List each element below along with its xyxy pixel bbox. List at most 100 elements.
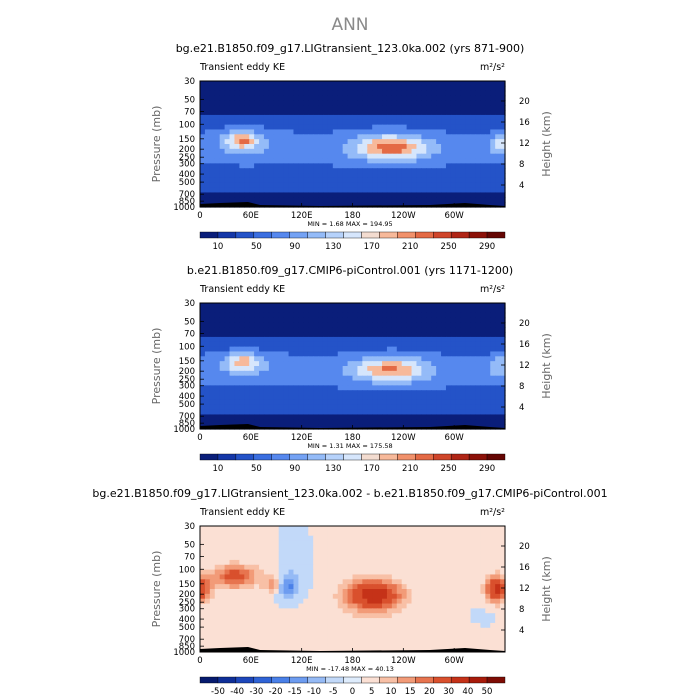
- heatmap-cell: [244, 197, 250, 203]
- heatmap-cell: [278, 613, 285, 619]
- heatmap-cell: [298, 593, 304, 600]
- heatmap-cell: [411, 148, 418, 155]
- heatmap-cell: [313, 356, 319, 362]
- heatmap-cell: [495, 336, 501, 343]
- heatmap-cell: [308, 632, 314, 639]
- heatmap-cell: [500, 163, 506, 169]
- heatmap-cell: [342, 139, 349, 145]
- heatmap-cell: [377, 603, 383, 609]
- heatmap-cell: [342, 322, 349, 328]
- heatmap-cell: [293, 564, 299, 571]
- heatmap-cell: [490, 632, 496, 639]
- heatmap-cell: [500, 336, 506, 343]
- heatmap-cell: [204, 642, 211, 648]
- heatmap-cell: [480, 564, 486, 571]
- heatmap-cell: [332, 90, 339, 97]
- heatmap-cell: [342, 526, 349, 532]
- heatmap-cell: [278, 632, 285, 639]
- heatmap-cell: [298, 336, 304, 343]
- heatmap-cell: [485, 569, 491, 576]
- heatmap-cell: [263, 390, 270, 396]
- heatmap-cell: [382, 182, 388, 189]
- heatmap-cell: [298, 307, 304, 314]
- heatmap-cell: [283, 85, 290, 92]
- heatmap-cell: [214, 608, 221, 614]
- heatmap-cell: [490, 81, 496, 87]
- heatmap-cell: [244, 153, 250, 160]
- heatmap-cell: [460, 163, 467, 169]
- heatmap-cell: [229, 187, 236, 194]
- heatmap-cell: [259, 327, 265, 333]
- heatmap-cell: [500, 105, 506, 111]
- heatmap-cell: [411, 380, 418, 386]
- heatmap-cell: [200, 327, 206, 333]
- heatmap-cell: [465, 163, 472, 169]
- heatmap-cell: [500, 182, 506, 189]
- heatmap-cell: [234, 574, 240, 580]
- heatmap-cell: [283, 632, 290, 639]
- heatmap-cell: [229, 608, 236, 614]
- heatmap-cell: [288, 608, 295, 614]
- heatmap-cell: [382, 105, 388, 111]
- heatmap-cell: [268, 187, 275, 194]
- heatmap-cell: [298, 559, 304, 566]
- heatmap-cell: [470, 608, 477, 614]
- heatmap-cell: [308, 559, 314, 566]
- heatmap-cell: [224, 341, 231, 348]
- heatmap-cell: [342, 380, 349, 386]
- heatmap-cell: [411, 647, 418, 653]
- heatmap-cell: [436, 603, 442, 609]
- heatmap-cell: [386, 579, 393, 585]
- heatmap-cell: [421, 163, 427, 169]
- heatmap-cell: [480, 380, 486, 386]
- heatmap-cell: [332, 351, 339, 357]
- heatmap-cell: [411, 356, 418, 362]
- heatmap-cell: [426, 574, 432, 580]
- heatmap-cell: [259, 361, 265, 367]
- heatmap-cell: [367, 613, 373, 619]
- heatmap-cell: [495, 419, 501, 425]
- heatmap-cell: [495, 535, 501, 542]
- heatmap-cell: [288, 85, 295, 92]
- heatmap-cell: [391, 526, 398, 532]
- heatmap-cell: [308, 163, 314, 169]
- heatmap-cell: [475, 608, 481, 614]
- heatmap-cell: [337, 182, 344, 189]
- heatmap-cell: [278, 158, 285, 164]
- heatmap-cell: [485, 303, 491, 309]
- heatmap-cell: [352, 95, 359, 101]
- heatmap-cell: [318, 526, 324, 532]
- heatmap-cell: [337, 545, 344, 551]
- heatmap-cell: [426, 177, 432, 184]
- heatmap-cell: [298, 177, 304, 184]
- heatmap-cell: [254, 545, 260, 551]
- heatmap-cell: [234, 168, 240, 174]
- heatmap-cell: [249, 390, 255, 396]
- colorbar-swatch: [468, 231, 488, 239]
- heatmap-cell: [332, 545, 339, 551]
- heatmap-cell: [421, 81, 427, 87]
- colorbar-swatch: [433, 231, 452, 239]
- heatmap-cell: [436, 574, 442, 580]
- heatmap-cell: [278, 307, 285, 314]
- y-right-tick-label: 16: [519, 340, 530, 350]
- heatmap-cell: [288, 100, 295, 106]
- heatmap-cell: [406, 182, 413, 189]
- heatmap-cell: [421, 153, 427, 160]
- heatmap-cell: [416, 168, 422, 174]
- heatmap-cell: [229, 182, 236, 189]
- heatmap-cell: [460, 589, 467, 595]
- heatmap-cell: [500, 312, 506, 319]
- heatmap-cell: [406, 192, 413, 198]
- heatmap-cell: [401, 361, 408, 367]
- heatmap-cell: [465, 105, 472, 111]
- heatmap-cell: [219, 81, 226, 87]
- heatmap-cell: [308, 197, 314, 203]
- heatmap-cell: [249, 550, 255, 556]
- heatmap-cell: [288, 530, 295, 537]
- heatmap-cell: [500, 85, 506, 92]
- heatmap-cell: [485, 642, 491, 648]
- heatmap-cell: [303, 535, 309, 542]
- heatmap-cell: [362, 303, 368, 309]
- heatmap-cell: [495, 550, 501, 556]
